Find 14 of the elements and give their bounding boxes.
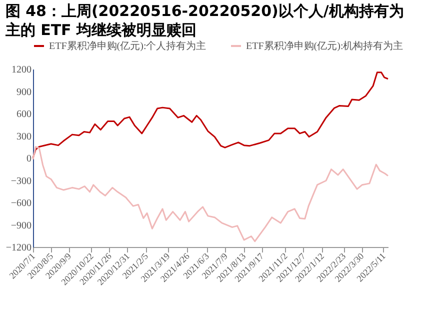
legend-label: ETF累积净申购(亿元):机构持有为主 [246, 40, 404, 52]
y-tick-label: 0 [26, 154, 32, 164]
chart-title: 图 48：上周(20220516-20220520)以个人/机构持有为主的 ETF 均继续被明显赎回 [4, 2, 404, 39]
y-tick-label: 1200 [12, 64, 32, 76]
y-tick-label: 300 [16, 131, 32, 142]
y-tick-label: 600 [16, 109, 32, 120]
line-series [32, 146, 389, 242]
y-tick-label: −900 [10, 220, 32, 232]
y-tick-label: 900 [16, 86, 32, 98]
y-tick-label: −300 [10, 176, 32, 187]
legend-label: ETF累积净申购(亿元):个人持有为主 [49, 40, 206, 52]
line-series [32, 72, 389, 159]
y-tick-label: −600 [10, 198, 32, 209]
y-tick-label: −1200 [6, 242, 32, 254]
